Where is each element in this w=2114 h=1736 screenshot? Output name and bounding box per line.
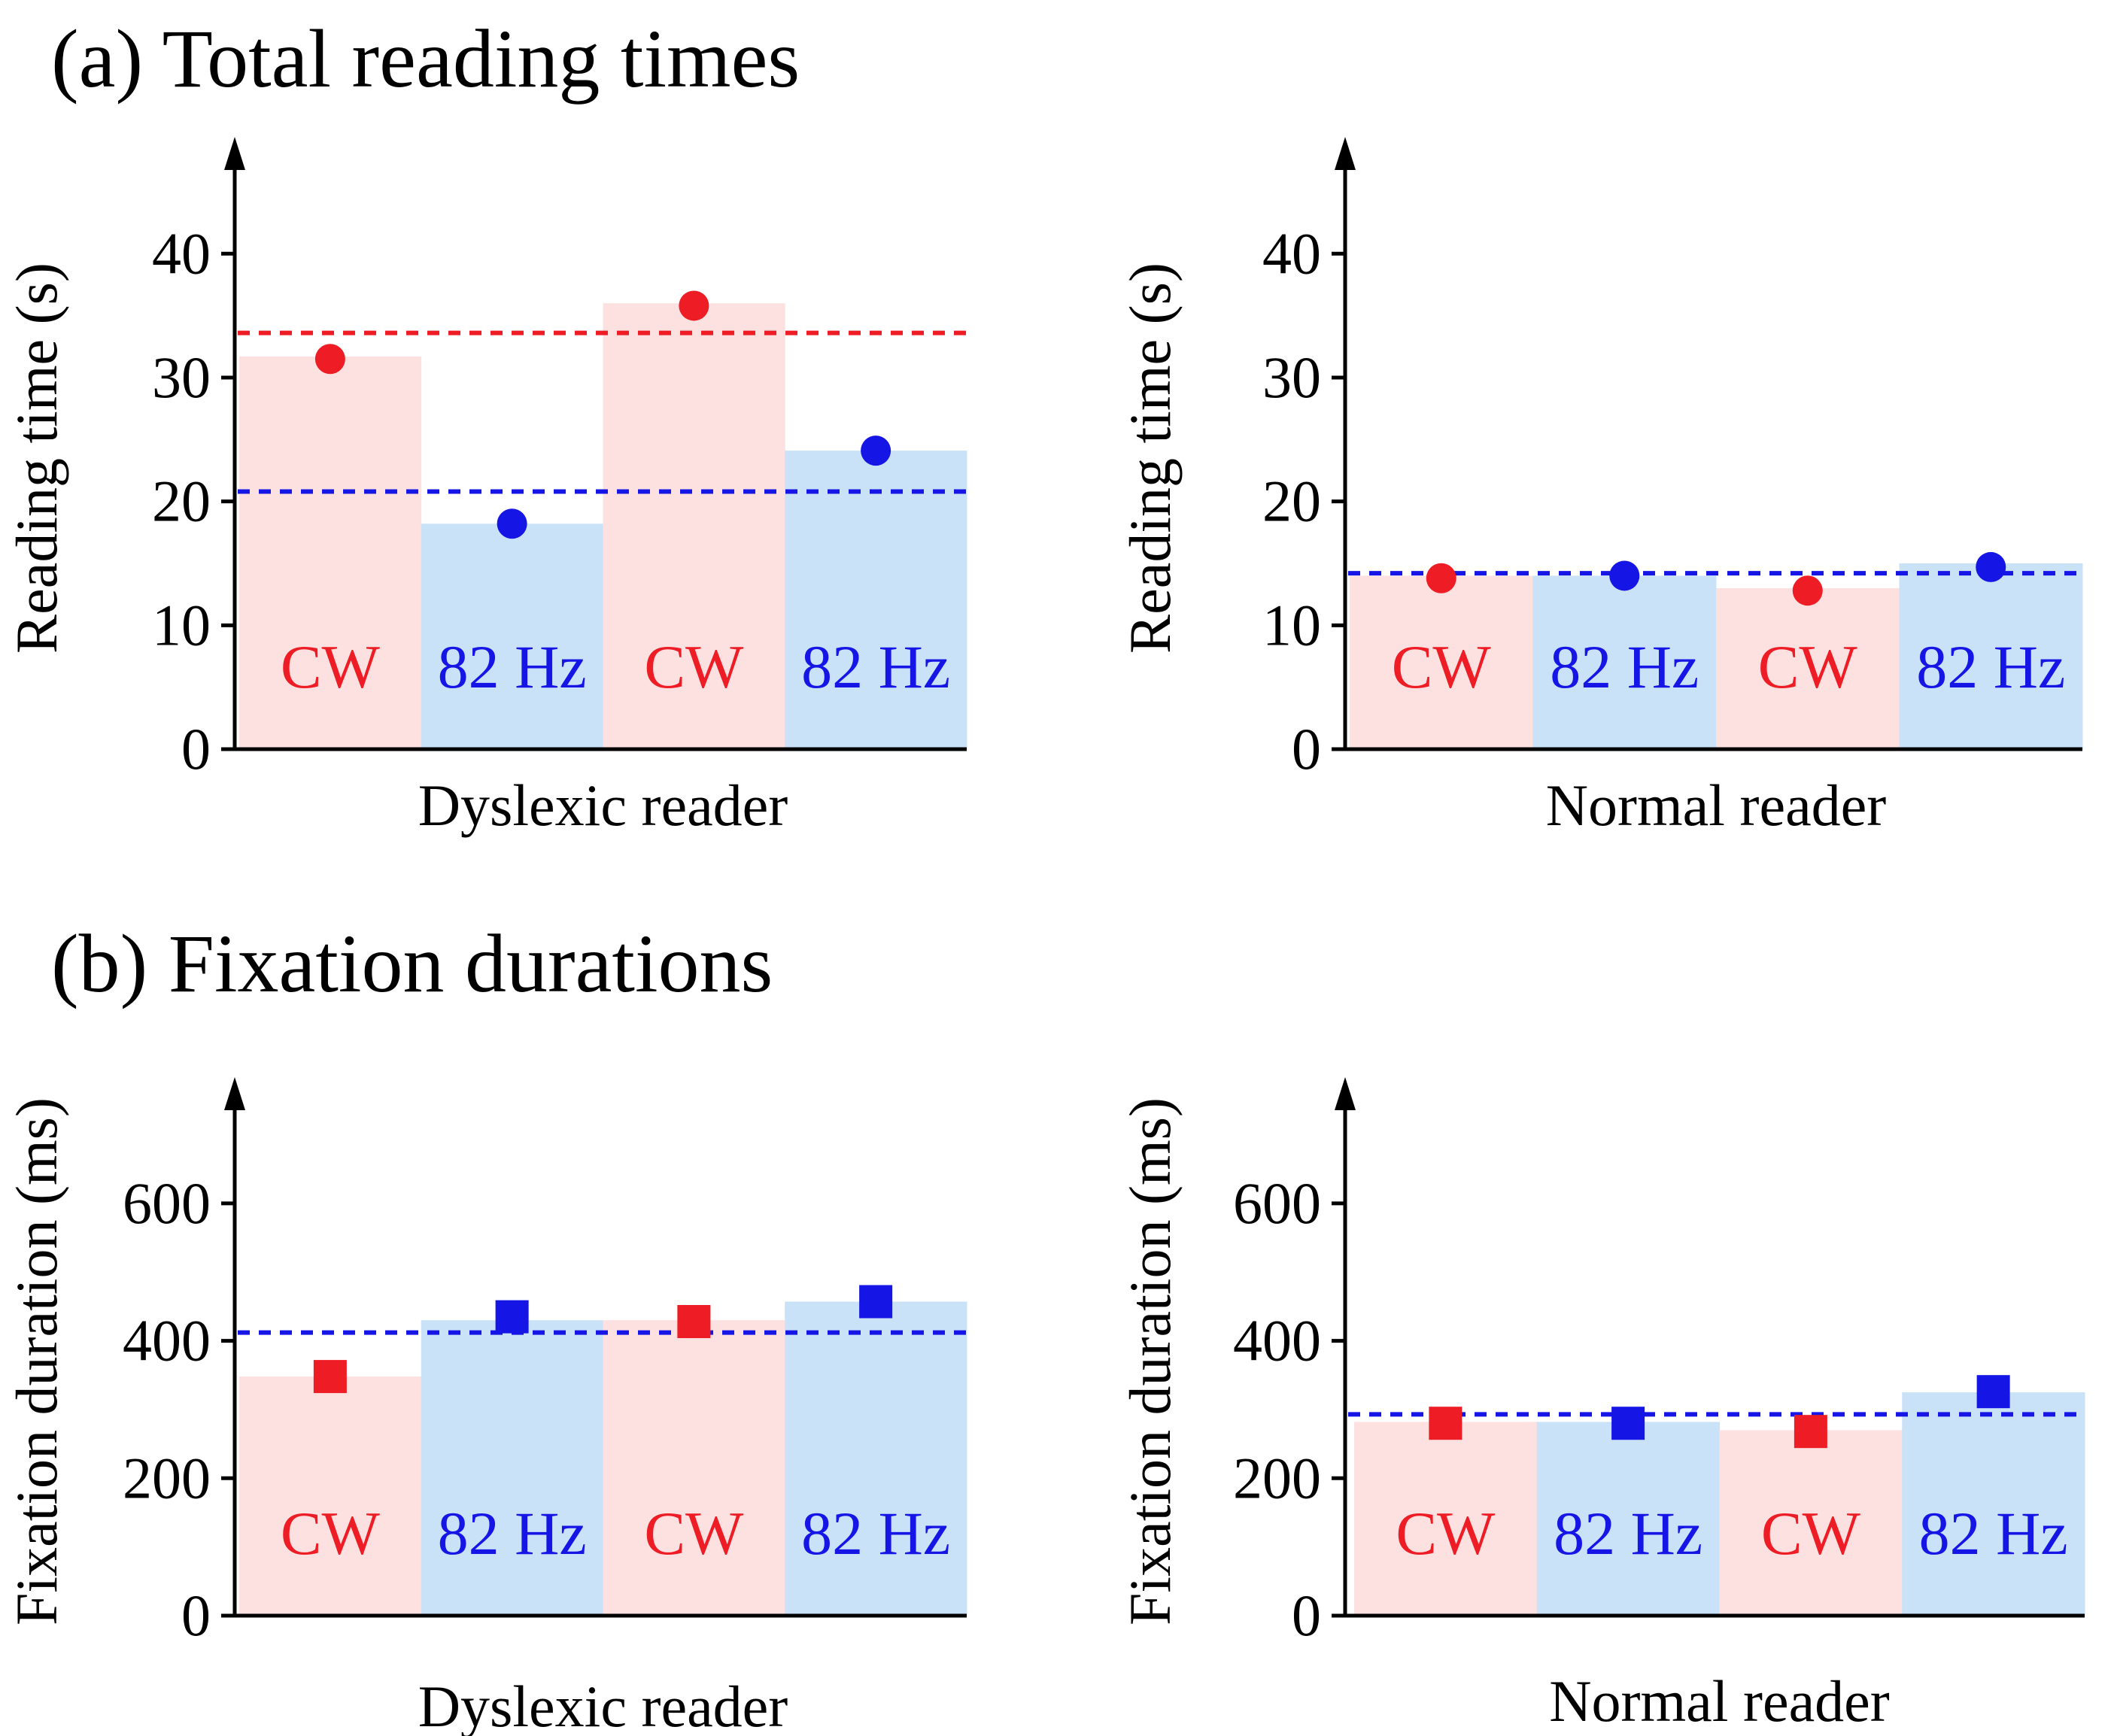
bar-hz [785,1301,967,1616]
bar-label-cw: CW [1761,1499,1861,1568]
bar-hz [421,524,603,749]
bar-hz [1536,1422,1720,1616]
data-point-cw [1792,575,1823,606]
y-tick-label: 30 [1262,344,1321,410]
bar-cw [1716,587,1900,749]
y-tick-label: 0 [181,1583,211,1648]
bar-label-cw: CW [1392,633,1492,701]
bar-cw [603,1320,785,1616]
y-tick-label: 30 [152,344,211,410]
data-point-hz [861,436,891,466]
data-point-hz [1611,1407,1645,1440]
data-point-hz [1609,560,1640,591]
y-tick-label: 20 [1262,469,1321,534]
y-axis-arrow [224,137,245,170]
bar-label-hz: 82 Hz [801,1499,950,1568]
y-tick-label: 200 [123,1445,211,1510]
bar-label-cw: CW [1758,633,1858,701]
bar-cw [239,356,422,750]
x-group-label: Dyslexic reader [418,1674,788,1736]
bar-label-hz: 82 Hz [801,633,950,701]
y-tick-label: 10 [1262,592,1321,657]
y-tick-label: 600 [123,1170,211,1236]
y-axis-label: Reading time (s) [4,263,69,654]
y-tick-label: 40 [152,220,211,286]
y-axis-arrow [1335,1077,1356,1110]
y-tick-label: 600 [1233,1170,1321,1236]
y-tick-label: 40 [1262,220,1321,286]
y-tick-label: 0 [181,716,211,782]
panel-a-title: (a) Total reading times [51,13,800,105]
bar-label-hz: 82 Hz [438,1499,587,1568]
y-tick-label: 0 [1292,1583,1321,1648]
data-point-cw [314,344,345,375]
y-axis-arrow [1335,137,1356,170]
bar-label-hz: 82 Hz [1919,1499,2068,1568]
data-point-cw [677,1305,711,1339]
bar-label-cw: CW [1396,1499,1496,1568]
data-point-cw [1794,1415,1827,1449]
data-point-cw [1426,563,1456,593]
x-group-label: Dyslexic reader [418,772,788,838]
x-group-label: Normal reader [1549,1668,1890,1734]
bar-label-hz: 82 Hz [438,633,587,701]
bar-hz [785,451,967,749]
data-point-hz [1976,1375,2010,1409]
bar-hz [1902,1392,2085,1616]
chart-fixation-duration-dyslexic: CW 82 Hz CW 82 Hz 0 200 400 600 Fixation duratio… [4,1077,967,1736]
y-tick-label: 20 [152,469,211,534]
bar-label-cw: CW [644,633,744,701]
y-tick-label: 400 [1233,1308,1321,1373]
y-axis-label: Fixation duration (ms) [4,1097,69,1625]
bar-label-cw: CW [644,1499,744,1568]
bar-cw [603,303,785,749]
bar-hz [1899,563,2083,749]
bar-hz [1532,575,1717,749]
y-tick-label: 10 [152,592,211,657]
chart-reading-time-dyslexic: CW 82 Hz CW 82 Hz 0 10 20 30 40 Reading time (s) D… [4,137,967,838]
y-axis-label: Reading time (s) [1117,263,1183,654]
y-axis-arrow [224,1077,245,1110]
bar-label-hz: 82 Hz [1554,1499,1702,1568]
y-tick-label: 400 [123,1308,211,1373]
bar-cw [1719,1430,1903,1616]
data-point-cw [679,290,709,321]
x-group-label: Normal reader [1546,772,1887,838]
bar-label-cw: CW [281,1499,381,1568]
bar-cw [1354,1422,1538,1616]
bar-cw [239,1376,422,1616]
data-point-hz [497,508,527,539]
bar-label-hz: 82 Hz [1550,633,1699,701]
chart-reading-time-normal: CW 82 Hz CW 82 Hz 0 10 20 30 40 Reading time (s) N… [1117,137,2083,838]
data-point-hz [859,1285,893,1319]
chart-fixation-duration-normal: CW 82 Hz CW 82 Hz 0 200 400 600 Fixation duratio… [1117,1077,2085,1734]
data-point-hz [1976,551,2006,582]
data-point-cw [313,1360,347,1394]
bar-cw [1350,575,1533,749]
panel-b-title: (b) Fixation durations [51,918,773,1009]
y-tick-label: 200 [1233,1445,1321,1510]
y-tick-label: 0 [1292,716,1321,782]
bar-label-hz: 82 Hz [1916,633,2065,701]
data-point-hz [495,1300,529,1334]
data-point-cw [1429,1407,1462,1440]
bar-hz [421,1320,603,1616]
y-axis-label: Fixation duration (ms) [1117,1097,1183,1625]
bar-label-cw: CW [281,633,381,701]
